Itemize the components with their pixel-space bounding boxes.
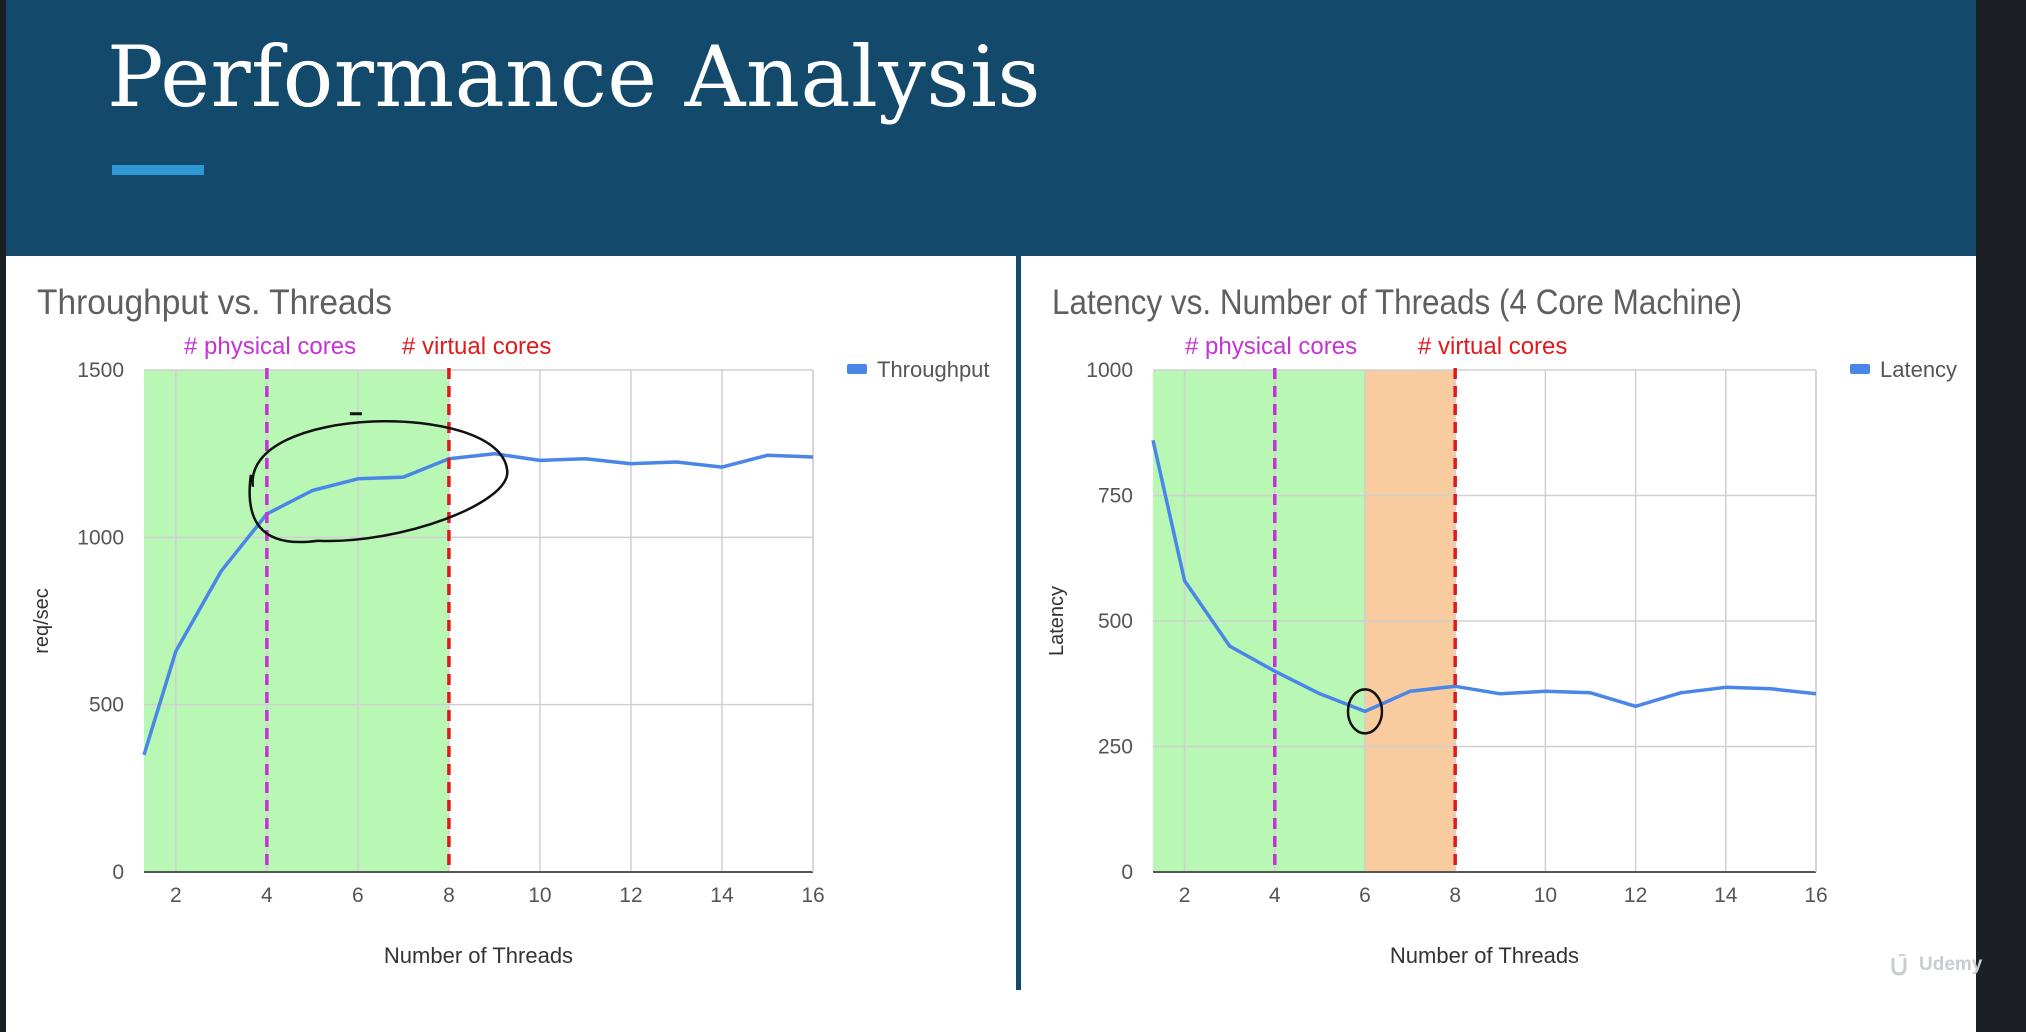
throughput-y-tick-label: 1000 (77, 526, 124, 549)
throughput-legend-swatch (847, 364, 867, 374)
latency-x-axis-label: Number of Threads (1390, 943, 1579, 968)
throughput-chart: Throughput vs. Threads 2 4 6 8 10 12 14 16 0 500 10… (31, 283, 990, 968)
latency-y-tick-label: 250 (1098, 736, 1133, 759)
throughput-y-tick-label: 1500 (77, 359, 124, 382)
latency-hand-drawn-circle (1346, 688, 1384, 735)
latency-y-tick-label: 500 (1098, 610, 1133, 633)
watermark: Udemy (1890, 954, 1982, 976)
latency-x-tick-label: 10 (1534, 884, 1557, 907)
slide-title: Performance Analysis (107, 28, 1041, 126)
throughput-reference-label: # physical cores (184, 333, 356, 360)
latency-x-tick-label: 2 (1179, 884, 1191, 907)
latency-x-tick-label: 6 (1359, 884, 1371, 907)
throughput-reference-label: # virtual cores (402, 333, 551, 360)
throughput-y-tick-label: 500 (89, 694, 124, 717)
latency-x-tick-label: 14 (1714, 884, 1738, 907)
header-band (6, 0, 1976, 256)
latency-reference-label: # virtual cores (1418, 333, 1567, 360)
throughput-x-tick-label: 16 (801, 884, 824, 907)
throughput-x-axis-label: Number of Threads (384, 943, 573, 968)
title-accent-bar (112, 165, 204, 175)
latency-chart-title: Latency vs. Number of Threads (4 Core Ma… (1052, 283, 1742, 322)
throughput-hand-drawn-ellipse (248, 420, 509, 544)
latency-reference-label: # physical cores (1185, 333, 1357, 360)
throughput-legend-label: Throughput (877, 357, 990, 382)
latency-y-tick-label: 1000 (1086, 359, 1133, 382)
bottom-strip (0, 990, 2026, 1032)
latency-legend-swatch (1850, 364, 1870, 374)
throughput-x-tick-label: 14 (710, 884, 734, 907)
watermark-text: Udemy (1919, 954, 1983, 975)
throughput-chart-title: Throughput vs. Threads (37, 283, 392, 322)
latency-y-tick-label: 0 (1121, 861, 1133, 884)
throughput-series-line (142, 451, 814, 756)
throughput-x-tick-label: 8 (443, 884, 455, 907)
latency-series-line (1151, 439, 1817, 714)
left-edge (0, 0, 6, 1032)
throughput-x-tick-label: 6 (352, 884, 364, 907)
latency-x-tick-label: 8 (1449, 884, 1461, 907)
throughput-shaded-region (144, 370, 449, 872)
latency-chart: Latency vs. Number of Threads (4 Core Ma… (1046, 283, 1957, 968)
latency-legend-label: Latency (1880, 357, 1957, 382)
latency-x-tick-label: 12 (1624, 884, 1647, 907)
latency-x-tick-label: 16 (1804, 884, 1827, 907)
right-edge (1976, 0, 2026, 1032)
throughput-x-tick-label: 2 (170, 884, 182, 907)
throughput-y-tick-label: 0 (112, 861, 124, 884)
throughput-x-tick-label: 12 (619, 884, 642, 907)
throughput-x-tick-label: 4 (261, 884, 273, 907)
chart-divider (1016, 256, 1021, 990)
latency-x-tick-label: 4 (1269, 884, 1281, 907)
latency-y-tick-label: 750 (1098, 485, 1133, 508)
throughput-x-tick-label: 10 (528, 884, 551, 907)
throughput-y-axis-label: req/sec (31, 588, 53, 654)
latency-y-axis-label: Latency (1046, 586, 1068, 656)
udemy-logo-icon (1891, 954, 1907, 976)
